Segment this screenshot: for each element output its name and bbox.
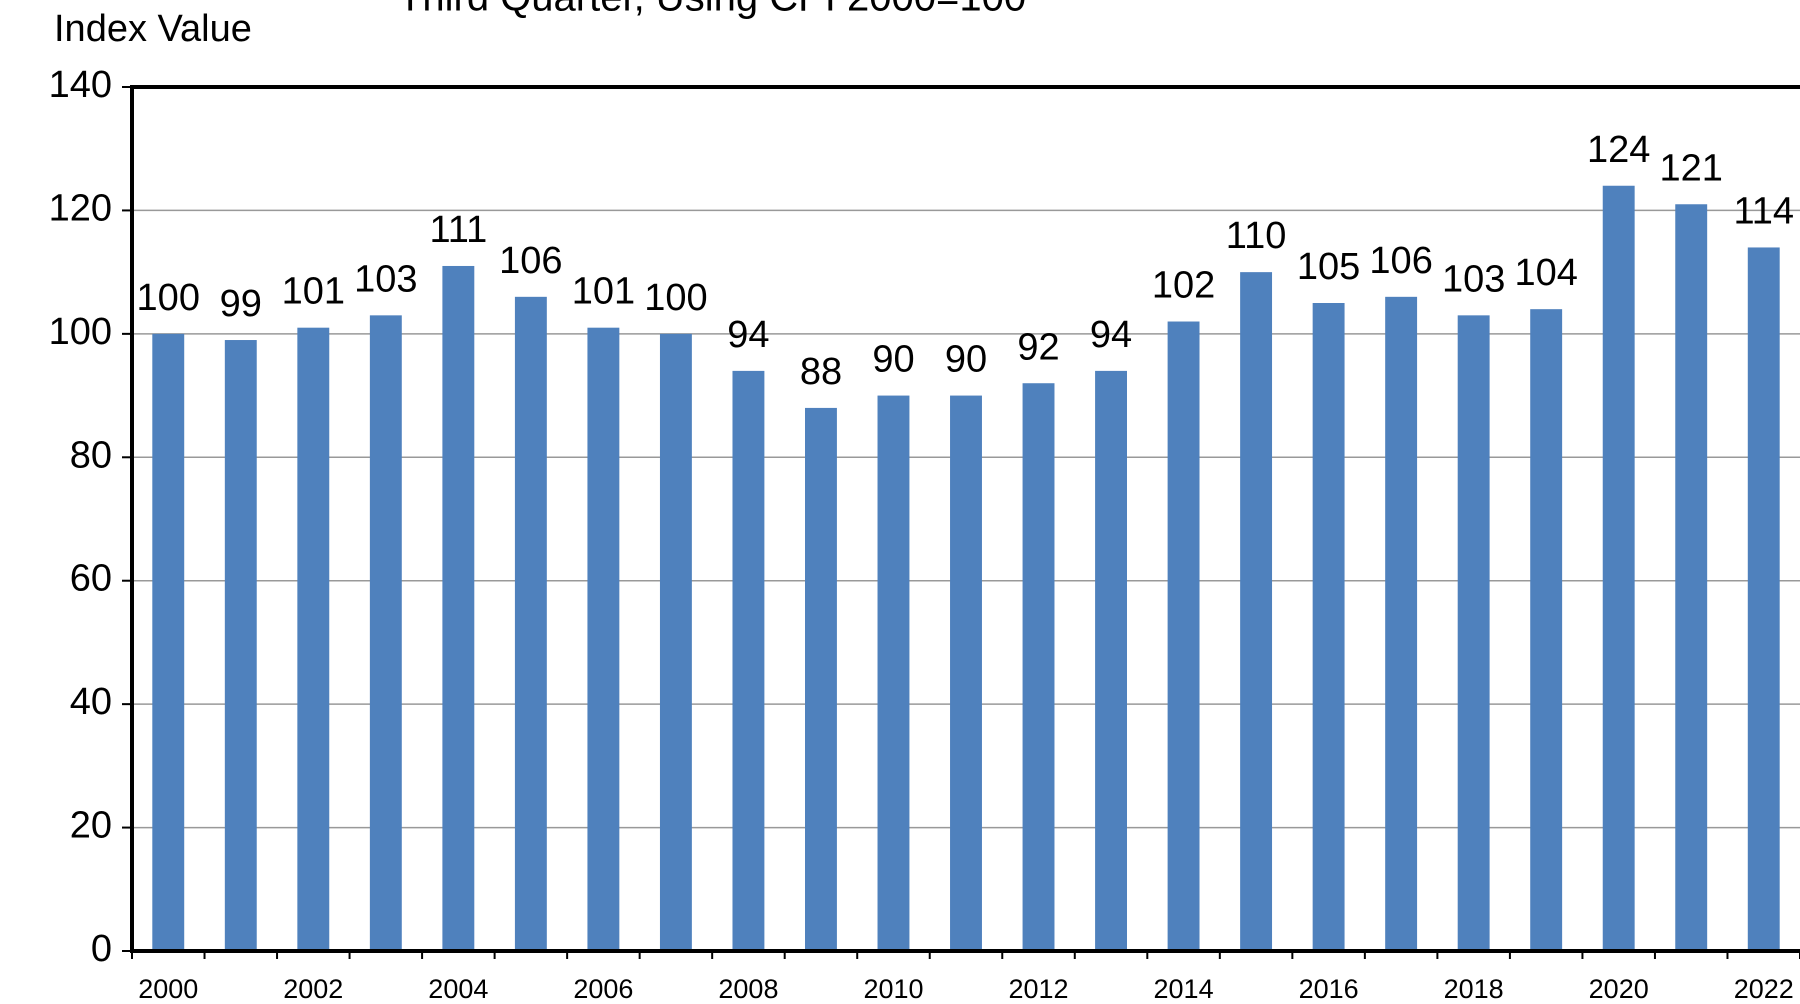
x-tick-label: 2022	[1734, 974, 1794, 1004]
y-tick-label: 20	[70, 805, 112, 847]
y-tick-label: 40	[70, 681, 112, 723]
bar	[1312, 303, 1345, 951]
bar	[1240, 272, 1273, 952]
bar	[805, 407, 837, 951]
bar	[1385, 296, 1418, 951]
bar	[1457, 315, 1490, 951]
bar	[587, 327, 620, 952]
data-label: 94	[727, 314, 769, 356]
data-label: 101	[572, 271, 635, 313]
data-label: 106	[499, 240, 562, 282]
plot-frame	[130, 85, 1800, 953]
x-tick-label: 2016	[1299, 974, 1359, 1004]
bar	[442, 265, 475, 951]
x-tick-label: 2010	[863, 974, 923, 1004]
bar	[732, 370, 765, 951]
data-label: 101	[282, 271, 345, 313]
x-tick-label: 2020	[1589, 974, 1649, 1004]
data-label: 90	[872, 339, 914, 381]
bar	[152, 333, 185, 951]
bar	[1530, 309, 1563, 952]
bar	[659, 333, 692, 951]
data-label: 103	[354, 258, 417, 300]
x-tick-label: 2018	[1444, 974, 1504, 1004]
data-label: 121	[1660, 147, 1723, 189]
x-tick-label: 2008	[718, 974, 778, 1004]
bar	[1675, 204, 1708, 951]
data-label: 99	[220, 283, 262, 325]
data-label: 90	[945, 339, 987, 381]
bar	[369, 315, 402, 951]
data-label: 92	[1017, 326, 1059, 368]
data-label: 88	[800, 351, 842, 393]
data-label: 102	[1152, 265, 1215, 307]
data-label: 106	[1369, 240, 1432, 282]
x-tick-label: 2006	[573, 974, 633, 1004]
chart-title: Third Quarter, Using CPI 2000=100	[398, 0, 1026, 20]
x-tick-label: 2000	[138, 974, 198, 1004]
data-label: 103	[1442, 258, 1505, 300]
bar	[1747, 247, 1780, 951]
y-tick-label: 100	[49, 311, 112, 353]
data-label: 100	[137, 277, 200, 319]
bar	[1022, 383, 1055, 951]
x-tick-label: 2014	[1154, 974, 1214, 1004]
y-tick-label: 0	[91, 928, 112, 970]
data-label: 105	[1297, 246, 1360, 288]
bar	[950, 395, 982, 952]
data-label: 111	[429, 209, 487, 251]
bar	[1167, 321, 1200, 951]
bar	[224, 340, 257, 951]
y-axis-label: Index Value	[54, 8, 252, 50]
data-label: 100	[644, 277, 707, 319]
y-tick-label: 60	[70, 558, 112, 600]
data-label: 104	[1514, 252, 1577, 294]
data-label: 94	[1090, 314, 1132, 356]
bar	[1095, 370, 1127, 951]
x-tick-label: 2004	[428, 974, 488, 1004]
data-label: 114	[1733, 190, 1794, 232]
y-tick-label: 140	[49, 64, 112, 106]
x-tick-label: 2002	[283, 974, 343, 1004]
y-tick-label: 80	[70, 434, 112, 476]
data-label: 110	[1226, 215, 1287, 257]
bar	[514, 296, 547, 951]
x-tick-label: 2012	[1008, 974, 1068, 1004]
bar	[877, 395, 910, 952]
bar	[297, 327, 330, 952]
y-tick-label: 120	[49, 187, 112, 229]
bar	[1602, 185, 1635, 951]
data-label: 124	[1587, 129, 1650, 171]
